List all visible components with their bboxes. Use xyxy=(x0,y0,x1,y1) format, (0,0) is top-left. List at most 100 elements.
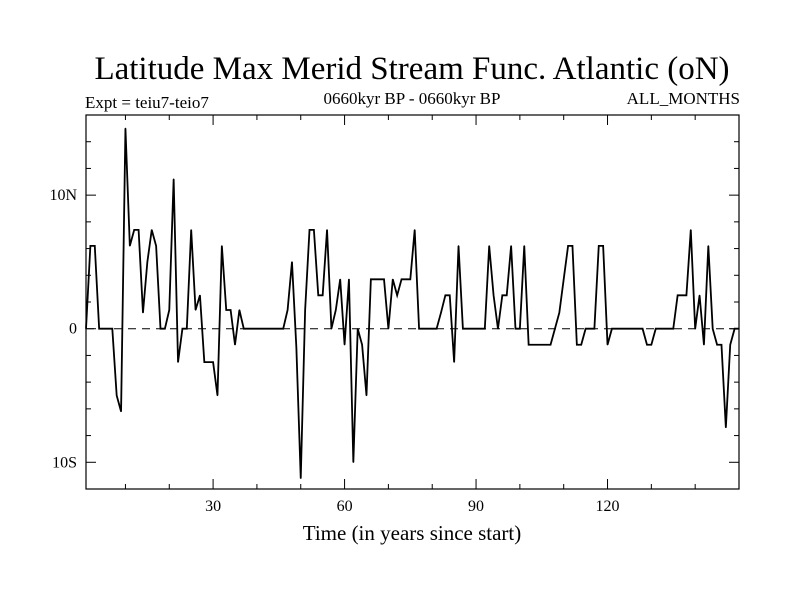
data-point xyxy=(655,328,657,330)
data-point xyxy=(598,245,600,247)
data-point xyxy=(510,245,512,247)
data-point xyxy=(291,261,293,263)
data-point xyxy=(422,328,425,330)
data-point xyxy=(694,328,696,330)
data-point xyxy=(225,309,227,311)
series-line xyxy=(85,128,739,479)
data-point xyxy=(151,229,153,231)
data-point xyxy=(431,328,433,330)
data-point xyxy=(576,344,578,346)
data-point xyxy=(286,309,289,311)
data-point xyxy=(589,328,591,330)
data-point xyxy=(396,294,398,296)
data-point xyxy=(457,245,460,247)
data-point xyxy=(716,344,718,346)
x-ticks: 30 60 90 120 xyxy=(124,115,740,515)
data-point xyxy=(221,245,223,247)
data-point xyxy=(418,328,420,330)
y-tick-label: 10N xyxy=(49,187,77,204)
data-point xyxy=(400,278,403,280)
data-point xyxy=(194,309,197,311)
data-point xyxy=(208,361,210,363)
data-point xyxy=(725,426,727,429)
data-point xyxy=(238,309,240,311)
data-point xyxy=(203,361,205,363)
data-point xyxy=(98,328,100,330)
data-point xyxy=(94,245,96,247)
x-tick-label: 120 xyxy=(596,498,620,515)
data-point xyxy=(173,178,175,180)
data-point xyxy=(637,328,639,330)
x-tick-label: 90 xyxy=(468,498,484,515)
data-point xyxy=(703,344,705,346)
data-point xyxy=(129,245,131,247)
data-point xyxy=(528,344,530,346)
x-axis-label: Time (in years since start) xyxy=(303,521,522,545)
chart-title: Latitude Max Merid Stream Func. Atlantic… xyxy=(94,51,729,87)
data-point xyxy=(580,344,582,346)
data-point xyxy=(479,328,482,330)
data-point xyxy=(628,328,631,330)
data-point xyxy=(186,328,188,330)
data-point xyxy=(440,312,442,314)
data-point xyxy=(462,328,464,330)
data-point xyxy=(519,328,521,330)
data-points xyxy=(85,127,740,479)
data-point xyxy=(414,229,416,231)
data-point xyxy=(269,328,271,330)
data-point xyxy=(738,328,740,330)
data-point xyxy=(102,328,105,330)
data-point xyxy=(365,394,368,397)
data-point xyxy=(243,328,245,330)
data-point xyxy=(681,294,683,296)
data-point xyxy=(712,328,714,330)
data-point xyxy=(164,328,166,330)
data-point xyxy=(471,328,473,330)
data-point xyxy=(247,328,249,330)
data-point xyxy=(449,294,451,296)
data-point xyxy=(260,328,262,330)
data-point xyxy=(265,328,267,330)
data-point xyxy=(615,328,617,330)
data-point xyxy=(295,346,297,349)
data-point xyxy=(383,278,385,280)
data-point xyxy=(212,361,214,363)
data-point xyxy=(322,294,324,296)
data-point xyxy=(563,278,565,280)
data-point xyxy=(379,278,381,280)
y-tick-label: 10S xyxy=(52,454,77,471)
data-point xyxy=(593,328,595,330)
data-point xyxy=(370,278,372,280)
data-point xyxy=(409,278,411,280)
months-label: ALL_MONTHS xyxy=(627,89,740,108)
data-point xyxy=(523,245,525,247)
plot-frame xyxy=(85,114,740,490)
data-point xyxy=(690,229,692,231)
data-point xyxy=(361,344,363,346)
data-point xyxy=(663,328,666,330)
data-point xyxy=(506,294,508,296)
data-point xyxy=(672,328,674,330)
data-point xyxy=(558,312,560,314)
data-point xyxy=(453,361,455,363)
data-point xyxy=(387,328,389,330)
data-point xyxy=(392,278,394,280)
data-point xyxy=(707,245,709,247)
data-point xyxy=(734,328,736,330)
data-point xyxy=(273,328,276,330)
data-point xyxy=(585,328,587,330)
data-point xyxy=(641,328,644,330)
data-point xyxy=(571,245,574,247)
data-point xyxy=(190,229,192,231)
data-point xyxy=(646,344,648,346)
data-point xyxy=(659,328,661,330)
data-point xyxy=(234,344,236,346)
data-point xyxy=(374,278,376,280)
period-label: 0660kyr BP - 0660kyr BP xyxy=(324,89,501,108)
data-point xyxy=(146,261,148,263)
data-point xyxy=(633,328,635,330)
data-point xyxy=(484,328,486,330)
data-point xyxy=(159,328,162,330)
data-point xyxy=(348,278,350,280)
